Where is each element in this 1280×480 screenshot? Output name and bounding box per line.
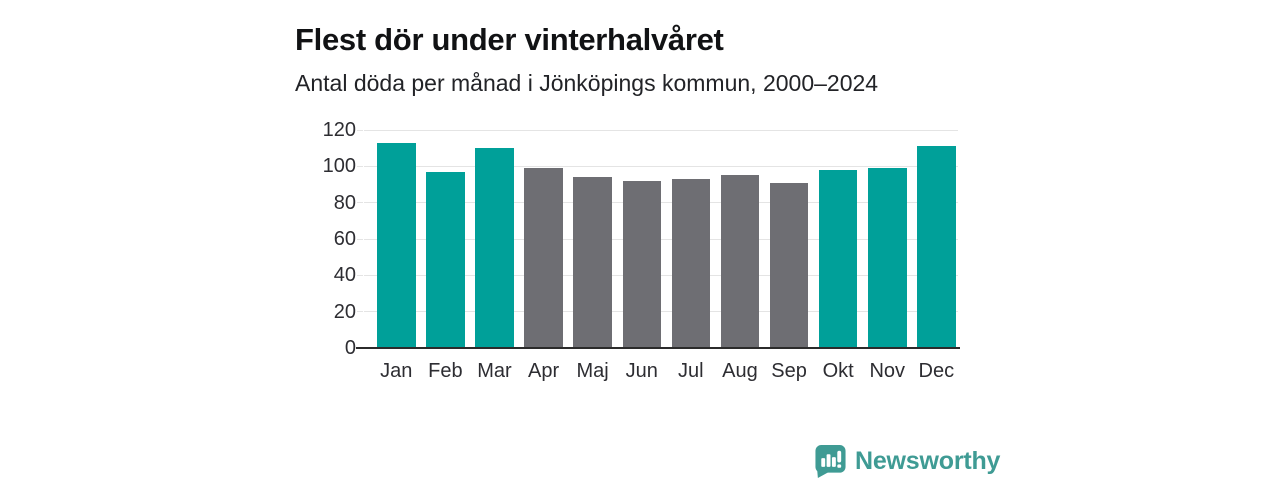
y-tick-label-120: 120 bbox=[322, 119, 356, 141]
chart-title: Flest dör under vinterhalvåret bbox=[295, 21, 724, 57]
x-tick-label-dec: Dec bbox=[918, 360, 955, 382]
y-tick-mark-60 bbox=[357, 238, 363, 240]
bar-dec bbox=[917, 146, 956, 348]
bar-aug bbox=[720, 175, 760, 348]
y-tick-label-100: 100 bbox=[322, 155, 356, 178]
x-tick-label-jun: Jun bbox=[625, 360, 658, 382]
y-tick-mark-120 bbox=[357, 129, 363, 131]
bar-okt bbox=[818, 169, 858, 348]
gridline-40 bbox=[364, 274, 958, 276]
newsworthy-logo-icon bbox=[815, 444, 846, 478]
y-tick-label-80: 80 bbox=[333, 191, 356, 214]
x-tick-label-maj: Maj bbox=[576, 360, 609, 382]
gridline-120 bbox=[364, 129, 958, 131]
x-axis-line bbox=[356, 347, 960, 349]
gridline-100 bbox=[364, 165, 958, 167]
bar-mar bbox=[475, 148, 514, 348]
x-tick-label-jul: Jul bbox=[678, 360, 704, 382]
gridline-80 bbox=[364, 202, 958, 204]
bar-maj bbox=[573, 177, 612, 348]
newsworthy-brand: Newsworthy bbox=[814, 443, 1000, 479]
y-tick-label-20: 20 bbox=[333, 300, 356, 323]
x-tick-label-feb: Feb bbox=[428, 360, 463, 382]
y-tick-mark-20 bbox=[357, 311, 363, 313]
gridline-60 bbox=[364, 238, 958, 240]
bar-sep bbox=[769, 182, 809, 348]
x-tick-label-jan: Jan bbox=[380, 360, 413, 382]
y-tick-mark-100 bbox=[357, 165, 363, 167]
x-tick-label-mar: Mar bbox=[477, 360, 512, 382]
x-tick-label-okt: Okt bbox=[822, 360, 854, 382]
x-tick-label-sep: Sep bbox=[771, 360, 807, 382]
chart-subtitle: Antal döda per månad i Jönköpings kommun… bbox=[295, 70, 879, 96]
bar-jan bbox=[377, 142, 416, 348]
y-tick-mark-40 bbox=[357, 274, 363, 276]
x-tick-label-nov: Nov bbox=[869, 360, 906, 382]
y-tick-mark-80 bbox=[357, 202, 363, 204]
x-tick-label-aug: Aug bbox=[722, 360, 758, 382]
y-tick-label-60: 60 bbox=[333, 228, 356, 250]
bar-feb bbox=[426, 171, 465, 348]
bar-jul bbox=[671, 179, 711, 348]
x-tick-label-apr: Apr bbox=[527, 360, 560, 382]
bar-apr bbox=[524, 168, 563, 348]
y-tick-label-40: 40 bbox=[333, 264, 356, 287]
bar-nov bbox=[868, 168, 907, 348]
plot-area bbox=[364, 129, 958, 348]
y-tick-label-0: 0 bbox=[344, 337, 356, 359]
bar-jun bbox=[622, 180, 661, 348]
newsworthy-logo-text: Newsworthy bbox=[855, 447, 1001, 475]
gridline-20 bbox=[364, 311, 958, 313]
